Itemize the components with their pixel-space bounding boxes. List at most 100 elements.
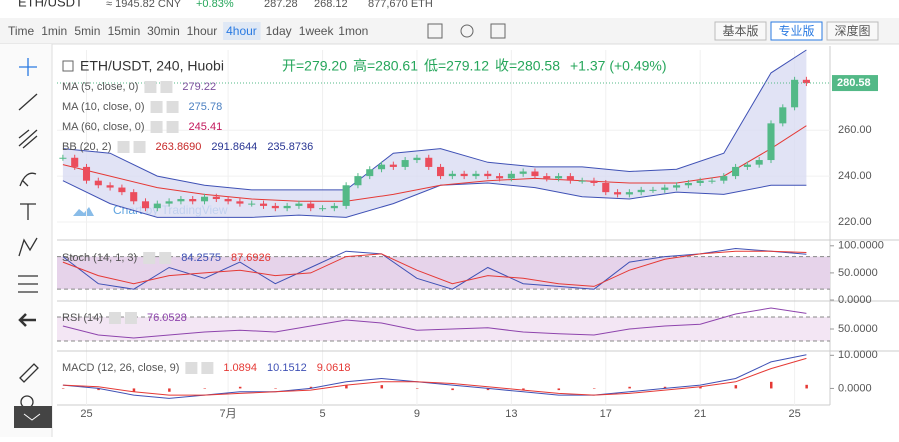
x-tick-label: 7月 bbox=[220, 408, 237, 420]
view-button[interactable] bbox=[714, 21, 767, 41]
candle bbox=[413, 157, 421, 161]
interval-button[interactable]: 1week bbox=[299, 24, 335, 38]
band-fill bbox=[57, 256, 830, 290]
indicator-value: 84.2575 bbox=[181, 252, 221, 264]
candle bbox=[472, 173, 480, 177]
high: 287.28 bbox=[264, 0, 298, 10]
indicator-remove[interactable] bbox=[201, 362, 214, 374]
ruler-icon[interactable] bbox=[19, 363, 39, 383]
histogram-bar bbox=[805, 384, 808, 389]
change-label: +1.37 (+0.49%) bbox=[570, 58, 667, 74]
indicator-icon[interactable] bbox=[427, 23, 443, 39]
candle bbox=[271, 205, 279, 209]
indicator-settings[interactable] bbox=[185, 362, 198, 374]
y-tick-label: 50.0000 bbox=[838, 323, 878, 335]
candle bbox=[743, 164, 751, 167]
candle bbox=[425, 157, 433, 167]
indicator-settings[interactable] bbox=[150, 121, 163, 133]
histogram-bar bbox=[699, 386, 702, 389]
histogram-bar bbox=[628, 386, 631, 389]
collapse-box[interactable] bbox=[62, 60, 74, 72]
volume: 877,670 ETH bbox=[368, 0, 433, 10]
view-button[interactable] bbox=[826, 21, 879, 41]
indicator-remove[interactable] bbox=[124, 312, 137, 324]
x-tick-label: 21 bbox=[694, 408, 706, 420]
histogram-bar bbox=[61, 388, 65, 389]
indicator-remove[interactable] bbox=[133, 141, 146, 153]
indicator-value: 1.0894 bbox=[223, 362, 257, 374]
indicator-value: 245.41 bbox=[189, 121, 223, 133]
candle bbox=[519, 171, 527, 174]
indicator-remove[interactable] bbox=[166, 101, 179, 113]
candle bbox=[543, 176, 551, 179]
candle bbox=[437, 166, 445, 177]
candle bbox=[531, 171, 539, 177]
candle bbox=[460, 173, 468, 177]
back-icon[interactable] bbox=[18, 313, 36, 327]
candle bbox=[200, 196, 209, 202]
candle bbox=[330, 205, 338, 209]
interval-button[interactable]: Time bbox=[8, 24, 35, 38]
candle bbox=[259, 203, 268, 206]
indicator-label: MA (5, close, 0) bbox=[62, 81, 138, 93]
pattern-icon[interactable] bbox=[18, 237, 38, 257]
change: +0.83% bbox=[196, 0, 234, 10]
candle bbox=[767, 123, 775, 161]
pane-label: RSI (14) bbox=[62, 312, 103, 324]
collapse-button[interactable] bbox=[14, 406, 52, 428]
screenshot-icon[interactable] bbox=[490, 23, 506, 39]
candle bbox=[283, 205, 291, 209]
indicator-label: MA (60, close, 0) bbox=[62, 121, 145, 133]
indicator-remove[interactable] bbox=[159, 252, 172, 264]
interval-button[interactable]: 5min bbox=[74, 24, 100, 38]
candle bbox=[153, 203, 161, 209]
header-bar bbox=[0, 0, 899, 16]
candle bbox=[484, 173, 492, 177]
indicator-settings[interactable] bbox=[108, 312, 121, 324]
brush-icon[interactable] bbox=[19, 172, 37, 187]
histogram-bar bbox=[132, 388, 136, 392]
y-tick-label: 220.00 bbox=[838, 216, 872, 228]
indicator-value: 76.0528 bbox=[147, 312, 187, 324]
prediction-icon[interactable] bbox=[18, 275, 38, 293]
fib-icon[interactable] bbox=[18, 129, 38, 149]
settings-icon[interactable] bbox=[460, 24, 474, 38]
indicator-remove[interactable] bbox=[166, 121, 179, 133]
interval-button[interactable]: 4hour bbox=[226, 24, 257, 38]
indicator-value: 9.0618 bbox=[317, 362, 351, 374]
indicator-remove[interactable] bbox=[160, 81, 173, 93]
y-tick-label: 100.0000 bbox=[838, 240, 884, 252]
candle bbox=[496, 176, 504, 179]
y-tick-label: 260.00 bbox=[838, 124, 872, 136]
view-button[interactable] bbox=[770, 21, 823, 41]
histogram-bar bbox=[380, 385, 384, 389]
interval-button[interactable]: 15min bbox=[108, 24, 141, 38]
line-icon[interactable] bbox=[18, 93, 38, 111]
indicator-value: 263.8690 bbox=[156, 141, 202, 153]
indicator-line bbox=[62, 247, 807, 290]
candle bbox=[566, 176, 574, 181]
histogram-bar bbox=[522, 388, 525, 391]
interval-button[interactable]: 30min bbox=[147, 24, 180, 38]
crosshair-icon[interactable] bbox=[19, 58, 37, 76]
interval-button[interactable]: 1day bbox=[266, 24, 292, 38]
band-fill bbox=[62, 50, 807, 218]
text-icon[interactable] bbox=[20, 203, 36, 220]
candle bbox=[590, 180, 598, 183]
candle bbox=[366, 169, 374, 177]
candle bbox=[236, 201, 244, 204]
collapse-arrow bbox=[23, 413, 41, 421]
candle bbox=[732, 166, 740, 177]
interval-button[interactable]: 1mon bbox=[338, 24, 368, 38]
interval-button[interactable]: 1min bbox=[41, 24, 67, 38]
interval-button[interactable]: 1hour bbox=[187, 24, 218, 38]
indicator-settings[interactable] bbox=[143, 252, 156, 264]
indicator-settings[interactable] bbox=[150, 101, 163, 113]
last-price-box bbox=[832, 75, 878, 92]
candle bbox=[378, 164, 386, 170]
indicator-settings[interactable] bbox=[117, 141, 130, 153]
indicator-value: 275.78 bbox=[189, 101, 223, 113]
indicator-settings[interactable] bbox=[144, 81, 157, 93]
